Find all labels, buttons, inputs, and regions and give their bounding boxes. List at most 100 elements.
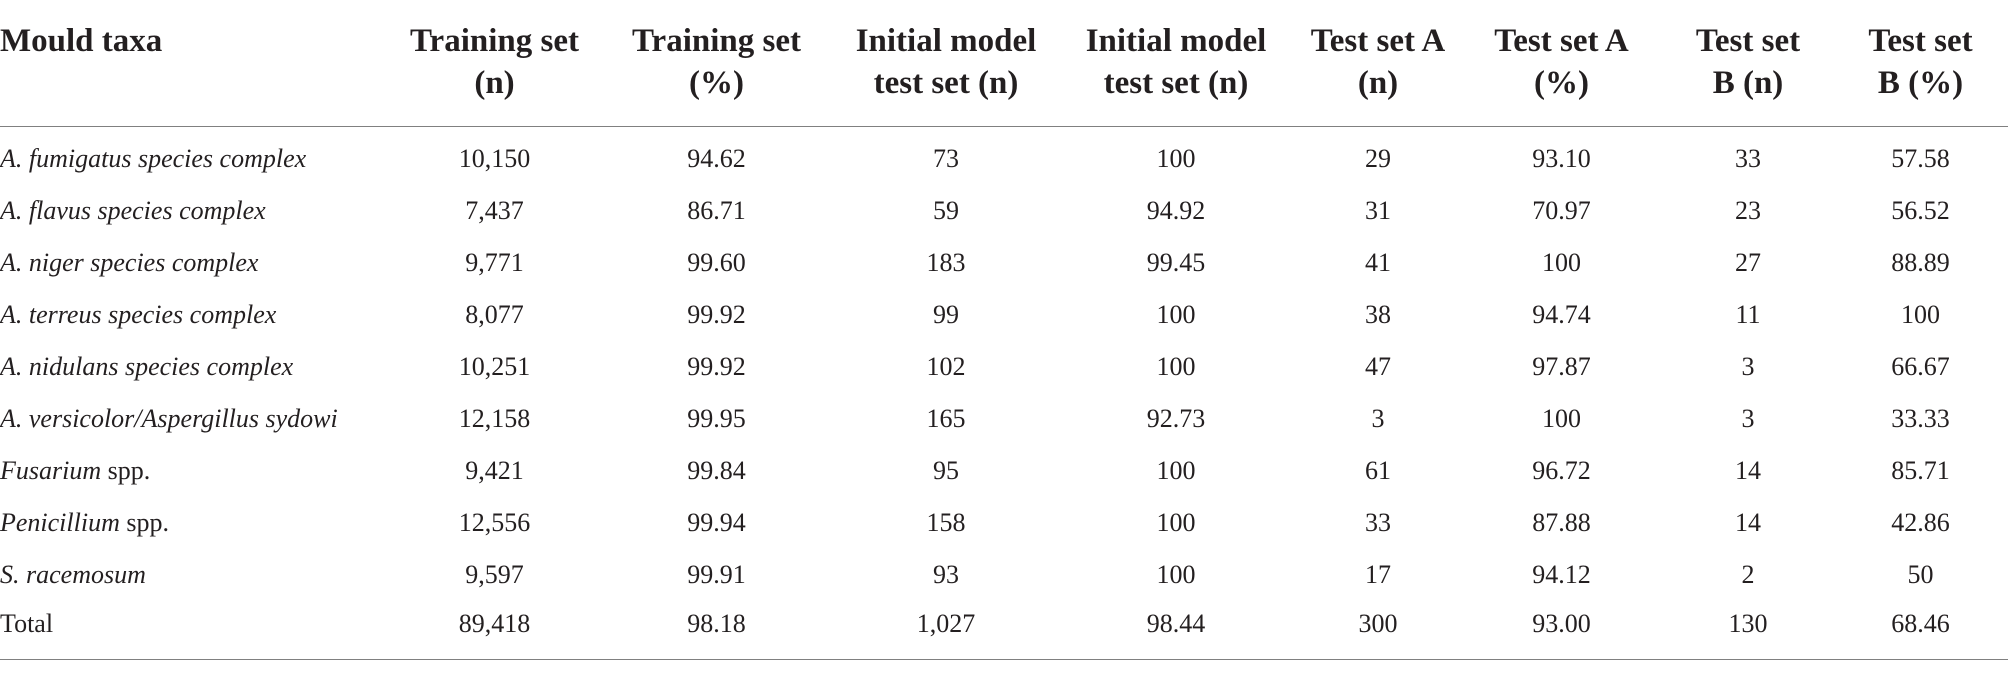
cell-test-set-b-n: 14 [1735, 508, 1761, 537]
header-row: Mould taxa Training set (n) Training set… [0, 0, 2008, 127]
results-table: Mould taxa Training set (n) Training set… [0, 0, 2008, 660]
taxa-name-italic: A. terreus species complex [0, 300, 277, 329]
taxa-name-italic: A. flavus species complex [0, 196, 266, 225]
table-row: S. racemosum 9,597 99.91 93 100 17 94.12 2 50 [0, 549, 2008, 601]
cell-test-set-a-pct: 97.87 [1532, 352, 1591, 381]
taxa-name-italic: Penicillium [0, 508, 120, 537]
header-test-set-a-pct: Test set A (%) [1460, 0, 1663, 127]
cell-training-set-n: 89,418 [392, 601, 597, 660]
taxa-name-italic: A. niger species complex [0, 248, 259, 277]
cell-initial-model-test-set-n-2: 100 [1156, 560, 1196, 589]
cell-training-set-n: 8,077 [465, 300, 524, 329]
cell-test-set-a-n: 17 [1365, 560, 1391, 589]
cell-initial-model-test-set-n-2: 100 [1156, 300, 1196, 329]
cell-training-set-pct: 99.91 [687, 560, 746, 589]
table-row: Total 89,418 98.18 1,027 98.44 300 93.00 130 68.… [0, 601, 2008, 660]
cell-training-set-pct: 99.95 [687, 404, 746, 433]
cell-test-set-a-pct: 93.00 [1460, 601, 1663, 660]
cell-test-set-b-n: 11 [1735, 300, 1761, 329]
cell-training-set-n: 12,158 [458, 404, 531, 433]
table-row: A. niger species complex 9,771 99.60 183 99.… [0, 237, 2008, 289]
cell-test-set-b-n: 130 [1663, 601, 1833, 660]
header-test-set-b-pct: Test set B (%) [1833, 0, 2008, 127]
cell-test-set-a-n: 29 [1365, 144, 1391, 173]
cell-training-set-pct: 99.92 [687, 352, 746, 381]
cell-training-set-n: 7,437 [465, 196, 524, 225]
cell-initial-model-test-set-n-2: 100 [1156, 144, 1196, 173]
cell-initial-model-test-set-n: 59 [933, 196, 959, 225]
cell-mould-taxa: Total [0, 601, 392, 660]
cell-initial-model-test-set-n-2: 94.92 [1146, 196, 1206, 225]
cell-test-set-b-n: 33 [1735, 144, 1761, 173]
cell-test-set-b-pct: 57.58 [1891, 144, 1950, 173]
cell-training-set-n: 10,150 [458, 144, 531, 173]
cell-training-set-pct: 99.94 [687, 508, 746, 537]
cell-training-set-n: 12,556 [458, 508, 531, 537]
cell-mould-taxa: Penicillium spp. [0, 497, 392, 549]
cell-training-set-n: 9,771 [465, 248, 524, 277]
cell-test-set-a-pct: 93.10 [1532, 144, 1591, 173]
cell-test-set-a-pct: 100 [1542, 248, 1581, 277]
cell-mould-taxa: A. versicolor/Aspergillus sydowi [0, 393, 392, 445]
cell-mould-taxa: Fusarium spp. [0, 445, 392, 497]
taxa-name-plain: spp. [119, 508, 169, 537]
cell-initial-model-test-set-n: 73 [933, 144, 959, 173]
cell-initial-model-test-set-n: 99 [933, 300, 959, 329]
cell-initial-model-test-set-n-2: 100 [1156, 456, 1196, 485]
cell-test-set-a-pct: 100 [1542, 404, 1581, 433]
table-row: A. nidulans species complex 10,251 99.92 10… [0, 341, 2008, 393]
table-row: A. terreus species complex 8,077 99.92 99 10… [0, 289, 2008, 341]
taxa-name-plain: spp. [101, 456, 151, 485]
taxa-name-italic: Fusarium [0, 456, 102, 485]
cell-test-set-a-pct: 94.12 [1532, 560, 1591, 589]
cell-test-set-a-pct: 96.72 [1532, 456, 1591, 485]
header-initial-model-test-set-n: Initial model test set (n) [836, 0, 1056, 127]
cell-test-set-b-n: 27 [1735, 248, 1761, 277]
header-mould-taxa: Mould taxa [0, 0, 392, 127]
cell-test-set-b-n: 23 [1735, 196, 1761, 225]
cell-initial-model-test-set-n-2: 99.45 [1146, 248, 1206, 277]
table-row: A. versicolor/Aspergillus sydowi 12,158 99… [0, 393, 2008, 445]
cell-test-set-b-n: 3 [1741, 404, 1755, 433]
cell-training-set-pct: 99.92 [687, 300, 746, 329]
cell-mould-taxa: A. flavus species complex [0, 185, 392, 237]
cell-initial-model-test-set-n-2: 100 [1156, 352, 1196, 381]
taxa-name-italic: S. racemosum [0, 560, 146, 589]
cell-mould-taxa: A. terreus species complex [0, 289, 392, 341]
cell-test-set-b-pct: 50 [1907, 560, 1934, 589]
cell-training-set-pct: 98.18 [597, 601, 836, 660]
cell-initial-model-test-set-n: 1,027 [836, 601, 1056, 660]
header-initial-model-test-set-n-2: Initial model test set (n) [1056, 0, 1296, 127]
table-body: A. fumigatus species complex 10,150 94.62 7… [0, 127, 2008, 660]
cell-training-set-n: 9,597 [465, 560, 524, 589]
taxa-name-italic: A. versicolor/Aspergillus sydowi [0, 404, 338, 433]
cell-initial-model-test-set-n: 158 [926, 508, 966, 537]
table-row: Fusarium spp. 9,421 99.84 95 100 61 96.72 14 85.… [0, 445, 2008, 497]
header-training-set-pct: Training set (%) [597, 0, 836, 127]
cell-test-set-a-n: 300 [1296, 601, 1460, 660]
cell-test-set-b-pct: 66.67 [1891, 352, 1950, 381]
cell-test-set-a-pct: 87.88 [1532, 508, 1591, 537]
cell-training-set-pct: 94.62 [687, 144, 746, 173]
cell-initial-model-test-set-n-2: 92.73 [1146, 404, 1206, 433]
cell-test-set-a-n: 31 [1365, 196, 1391, 225]
cell-test-set-b-pct: 33.33 [1891, 404, 1950, 433]
header-training-set-n: Training set (n) [392, 0, 597, 127]
cell-mould-taxa: A. niger species complex [0, 237, 392, 289]
cell-mould-taxa: A. nidulans species complex [0, 341, 392, 393]
table-row: Penicillium spp. 12,556 99.94 158 100 33 87.88… [0, 497, 2008, 549]
cell-training-set-pct: 99.84 [687, 456, 746, 485]
cell-test-set-b-pct: 68.46 [1833, 601, 2008, 660]
taxa-name-italic: A. fumigatus species complex [0, 144, 307, 173]
cell-test-set-b-pct: 56.52 [1891, 196, 1950, 225]
cell-training-set-n: 10,251 [458, 352, 531, 381]
cell-initial-model-test-set-n: 93 [933, 560, 959, 589]
header-test-set-b-n: Test set B (n) [1663, 0, 1833, 127]
cell-test-set-b-pct: 42.86 [1891, 508, 1950, 537]
table-row: A. fumigatus species complex 10,150 94.62 7… [0, 127, 2008, 186]
cell-initial-model-test-set-n-2: 100 [1156, 508, 1196, 537]
cell-test-set-a-n: 3 [1371, 404, 1385, 433]
cell-mould-taxa: S. racemosum [0, 549, 392, 601]
cell-test-set-b-n: 2 [1741, 560, 1755, 589]
cell-test-set-a-n: 61 [1365, 456, 1391, 485]
